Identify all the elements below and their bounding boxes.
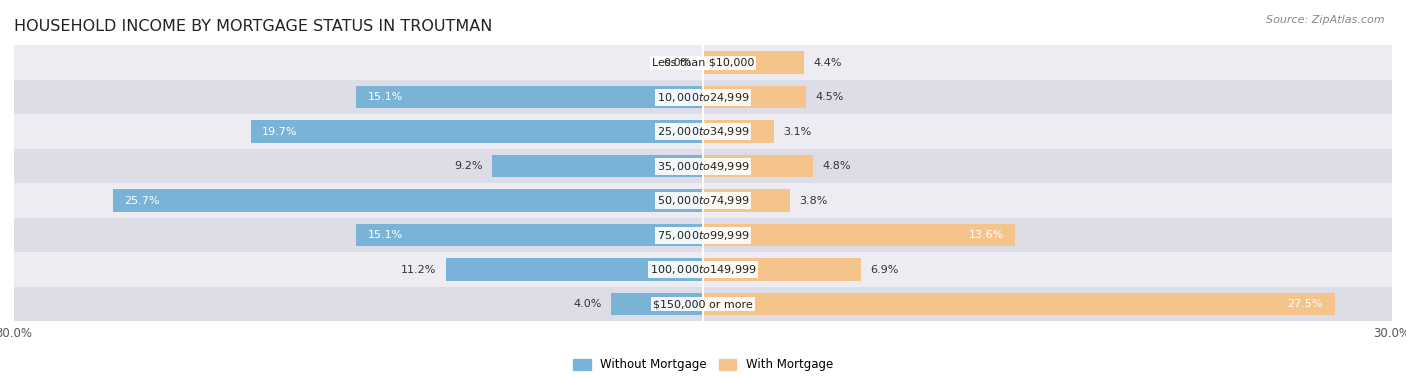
Text: 11.2%: 11.2% <box>401 265 437 274</box>
Bar <box>14 183 1392 218</box>
Text: 27.5%: 27.5% <box>1288 299 1323 309</box>
Text: 15.1%: 15.1% <box>368 230 404 240</box>
Text: $150,000 or more: $150,000 or more <box>654 299 752 309</box>
Bar <box>612 293 703 315</box>
Bar <box>356 86 703 108</box>
Text: 9.2%: 9.2% <box>454 161 482 171</box>
Text: 0.0%: 0.0% <box>664 57 692 68</box>
Text: 3.8%: 3.8% <box>800 195 828 206</box>
Text: 3.1%: 3.1% <box>783 127 811 136</box>
Bar <box>703 120 775 143</box>
Text: 4.4%: 4.4% <box>813 57 842 68</box>
Bar <box>14 80 1392 114</box>
Bar <box>703 224 1015 246</box>
Bar <box>112 189 703 212</box>
Text: $75,000 to $99,999: $75,000 to $99,999 <box>657 229 749 242</box>
Text: Less than $10,000: Less than $10,000 <box>652 57 754 68</box>
Text: 4.8%: 4.8% <box>823 161 851 171</box>
Text: $50,000 to $74,999: $50,000 to $74,999 <box>657 194 749 207</box>
Bar <box>703 86 807 108</box>
Text: 4.0%: 4.0% <box>574 299 602 309</box>
Text: 15.1%: 15.1% <box>368 92 404 102</box>
Bar <box>250 120 703 143</box>
Bar <box>356 224 703 246</box>
Text: 6.9%: 6.9% <box>870 265 898 274</box>
Text: HOUSEHOLD INCOME BY MORTGAGE STATUS IN TROUTMAN: HOUSEHOLD INCOME BY MORTGAGE STATUS IN T… <box>14 20 492 34</box>
Text: 4.5%: 4.5% <box>815 92 844 102</box>
Text: $100,000 to $149,999: $100,000 to $149,999 <box>650 263 756 276</box>
Bar <box>14 253 1392 287</box>
Bar <box>14 45 1392 80</box>
Bar <box>446 258 703 281</box>
Bar <box>703 189 790 212</box>
Bar <box>703 258 862 281</box>
Text: $10,000 to $24,999: $10,000 to $24,999 <box>657 91 749 104</box>
Text: 13.6%: 13.6% <box>969 230 1004 240</box>
Text: 19.7%: 19.7% <box>262 127 298 136</box>
Bar <box>703 293 1334 315</box>
Bar <box>14 149 1392 183</box>
Bar <box>703 51 804 74</box>
Bar <box>14 287 1392 321</box>
Bar <box>703 155 813 177</box>
Bar <box>14 114 1392 149</box>
Text: Source: ZipAtlas.com: Source: ZipAtlas.com <box>1267 15 1385 25</box>
Text: $25,000 to $34,999: $25,000 to $34,999 <box>657 125 749 138</box>
Legend: Without Mortgage, With Mortgage: Without Mortgage, With Mortgage <box>568 354 838 376</box>
Text: $35,000 to $49,999: $35,000 to $49,999 <box>657 160 749 173</box>
Bar <box>492 155 703 177</box>
Bar <box>14 218 1392 253</box>
Text: 25.7%: 25.7% <box>124 195 160 206</box>
